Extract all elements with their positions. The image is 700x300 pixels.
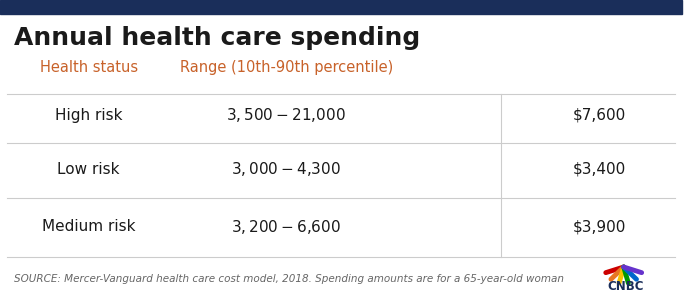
Text: $3,000-$4,300: $3,000-$4,300	[231, 160, 342, 178]
Bar	[0, 0, 682, 14]
Text: SOURCE: Mercer-Vanguard health care cost model, 2018. Spending amounts are for a: SOURCE: Mercer-Vanguard health care cost…	[13, 274, 564, 284]
Text: High risk: High risk	[55, 108, 122, 123]
Text: $3,200-$6,600: $3,200-$6,600	[231, 218, 342, 236]
Text: CNBC: CNBC	[608, 280, 644, 293]
Text: Annual health care spending: Annual health care spending	[13, 26, 420, 50]
Text: $3,900: $3,900	[573, 219, 626, 234]
Text: Medium risk: Medium risk	[42, 219, 135, 234]
Text: $3,500-$21,000: $3,500-$21,000	[227, 106, 346, 124]
Text: $7,600: $7,600	[573, 108, 626, 123]
Text: Health status: Health status	[40, 60, 138, 75]
Text: Range (10th-90th percentile): Range (10th-90th percentile)	[180, 60, 393, 75]
Text: Low risk: Low risk	[57, 162, 120, 177]
Text: $3,400: $3,400	[573, 162, 626, 177]
